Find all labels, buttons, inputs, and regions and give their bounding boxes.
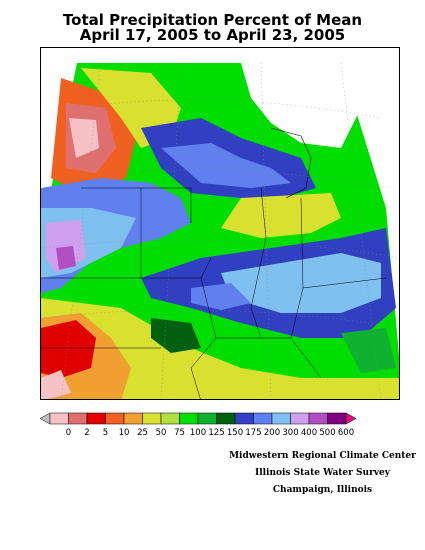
legend-tick-label: 5 bbox=[103, 428, 108, 438]
legend-tick-label: 175 bbox=[245, 428, 261, 438]
pink-area-southwest bbox=[41, 370, 71, 399]
pink-area-northwest bbox=[69, 118, 99, 158]
legend-swatch bbox=[142, 412, 162, 425]
credit-isws: Illinois State Water Survey bbox=[254, 468, 391, 478]
legend-swatch bbox=[86, 412, 106, 425]
legend-swatch bbox=[179, 412, 199, 425]
legend-tick-label: 150 bbox=[227, 428, 243, 438]
legend-tick-label: 75 bbox=[174, 428, 185, 438]
legend-swatch bbox=[105, 412, 125, 425]
legend-tick-label: 2 bbox=[84, 428, 89, 438]
yellow-area-south bbox=[41, 298, 399, 399]
legend-tick-label: 25 bbox=[137, 428, 148, 438]
legend-swatch bbox=[197, 412, 217, 425]
graticule bbox=[41, 62, 399, 399]
legend-swatch bbox=[271, 412, 291, 425]
lake-outline bbox=[270, 127, 312, 199]
legend-tick-label: 125 bbox=[208, 428, 224, 438]
legend-swatch bbox=[308, 412, 328, 425]
color-legend: 0 2 5 10 25 50 75 100 125 150 175 200 300 400 500 600 bbox=[39, 410, 385, 440]
light-blue-area-north-central bbox=[161, 143, 291, 188]
yellow-area-east bbox=[221, 193, 341, 238]
map-title: Total Precipitation Percent of Mean bbox=[62, 11, 363, 29]
legend-swatch bbox=[68, 412, 88, 425]
legend-swatch bbox=[160, 412, 180, 425]
precipitation-map bbox=[40, 47, 400, 400]
legend-tick-label: 500 bbox=[319, 428, 335, 438]
state-boundaries bbox=[41, 187, 387, 399]
legend-swatch-below bbox=[39, 412, 51, 425]
credit-mrcc: Midwestern Regional Climate Center bbox=[229, 451, 416, 461]
legend-bar: 0 2 5 10 25 50 75 100 125 150 175 200 300 400 500 600 bbox=[39, 412, 357, 438]
lavender-area-west bbox=[46, 220, 86, 273]
legend-swatch bbox=[327, 412, 347, 425]
purple-area-west bbox=[56, 246, 76, 270]
legend-tick-label: 10 bbox=[119, 428, 130, 438]
legend-swatch bbox=[253, 412, 273, 425]
legend-swatch bbox=[49, 412, 69, 425]
legend-tick-label: 100 bbox=[190, 428, 206, 438]
blue-area-central-inner bbox=[191, 283, 251, 310]
light-blue-area-central bbox=[221, 253, 381, 313]
legend-swatch bbox=[123, 412, 143, 425]
legend-tick-label: 600 bbox=[338, 428, 354, 438]
legend-tick-label: 0 bbox=[66, 428, 71, 438]
credit-location: Champaign, Illinois bbox=[272, 485, 373, 495]
legend-tick-label: 50 bbox=[156, 428, 167, 438]
legend-tick-label: 400 bbox=[301, 428, 317, 438]
legend-tick-label: 200 bbox=[264, 428, 280, 438]
legend-swatch bbox=[290, 412, 310, 425]
legend-swatch bbox=[216, 412, 236, 425]
legend-swatch bbox=[234, 412, 254, 425]
no-data-area-northeast bbox=[241, 63, 361, 148]
legend-swatch-above bbox=[345, 412, 357, 425]
map-canvas bbox=[41, 62, 399, 399]
red-area-southwest bbox=[41, 320, 96, 378]
dark-green-area-south bbox=[151, 318, 201, 353]
dark-green-area-east bbox=[341, 328, 396, 373]
map-date-range: April 17, 2005 to April 23, 2005 bbox=[79, 26, 346, 44]
legend-tick-label: 300 bbox=[282, 428, 298, 438]
